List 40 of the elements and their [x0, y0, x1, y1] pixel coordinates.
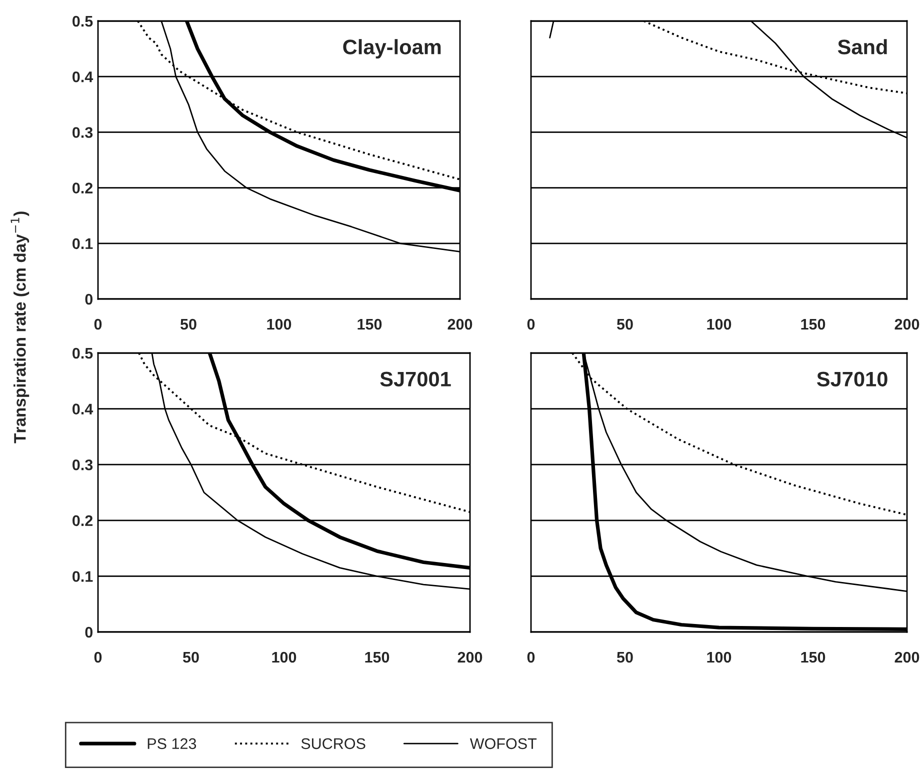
y-tick-label: 0.2 — [72, 515, 93, 526]
text: SJ7010 — [816, 372, 888, 386]
text: Clay-loam — [343, 39, 441, 59]
y-axis-title: Transpiration rate (cm day$^{−1}$) — [10, 212, 30, 444]
x-tick-label: 0 — [527, 652, 535, 663]
legend-label: WOFOST — [470, 738, 537, 750]
x-tick-label: 200 — [448, 318, 472, 330]
y-tick-label: 0.4 — [72, 71, 94, 82]
y-tick-label: 0.2 — [72, 182, 93, 194]
legend-label: PS 123 — [148, 738, 196, 750]
text: SJ7001 — [380, 372, 451, 386]
x-tick-label: 200 — [458, 652, 482, 663]
y-tick-label: 0.3 — [72, 127, 93, 138]
x-tick-label: 0 — [94, 652, 102, 663]
x-tick-label: 100 — [707, 318, 732, 330]
x-tick-label: 200 — [894, 652, 920, 663]
y-tick-label: 0.5 — [72, 348, 93, 359]
x-tick-label: 100 — [272, 652, 296, 663]
y-tick-label: 0.1 — [72, 238, 93, 250]
y-tick-label: 0 — [85, 626, 93, 638]
y-tick-label: 0.3 — [72, 459, 93, 470]
x-tick-label: 0 — [94, 318, 102, 330]
y-tick-label: 0.4 — [72, 404, 94, 414]
y-tick-label: 0.5 — [72, 16, 93, 27]
x-tick-label: 100 — [267, 318, 292, 330]
x-tick-label: 100 — [707, 652, 732, 663]
y-tick-label: 0 — [85, 294, 93, 305]
x-tick-label: 150 — [358, 318, 382, 330]
x-tick-label: 150 — [801, 652, 826, 663]
x-tick-label: 50 — [616, 318, 633, 330]
text: Sand — [838, 39, 887, 54]
x-tick-label: 50 — [180, 318, 196, 330]
x-tick-label: 150 — [365, 652, 390, 663]
x-tick-label: 50 — [616, 652, 633, 663]
x-tick-label: 150 — [801, 318, 826, 330]
x-tick-label: 0 — [527, 318, 535, 330]
y-tick-label: 0.1 — [72, 571, 93, 582]
x-tick-label: 50 — [182, 652, 199, 663]
legend-label: SUCROS — [301, 738, 366, 750]
x-tick-label: 200 — [894, 318, 920, 330]
